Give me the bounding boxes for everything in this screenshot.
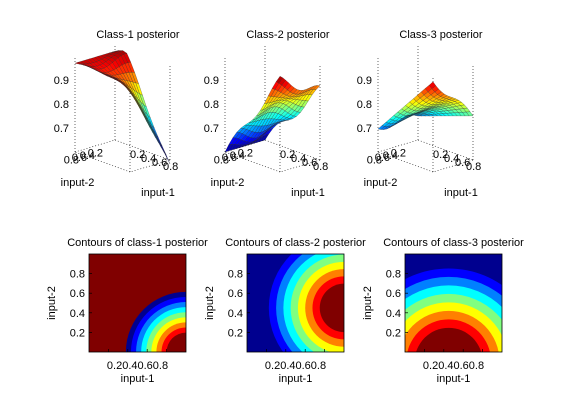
y-tick-label: 0.8 [386,269,401,281]
surface-patch [112,50,119,53]
z-tick-label: 0.7 [54,123,69,135]
x-axis-label: input-1 [437,373,471,385]
y-tick-label: 0.6 [375,152,390,164]
x-tick-label: 0.8 [466,161,481,173]
y-axis-label: input-2 [362,286,374,320]
x-tick-label: 0.6 [302,157,317,169]
box-edge [224,151,281,173]
box-edge [279,159,321,173]
y-tick-label: 0.8 [214,155,229,167]
y-axis-label: input-2 [204,286,216,320]
chart-title: Class-2 posterior [246,29,329,41]
axes-frame [88,253,187,353]
y-tick-label: 0.6 [228,288,243,300]
y-tick-label: 0.4 [80,150,95,162]
x-axis-label: input-1 [291,187,325,199]
x-tick-labels: 0.20.40.60.8 [423,360,484,372]
x-tick-label: 0.2 [433,149,448,161]
x-axis-label: input-1 [444,187,478,199]
chart-title: Contours of class-1 posterior [67,237,208,249]
contour-fill [405,254,502,352]
surface-plot-3: Class-3 posterior0.90.80.70.20.40.60.80.… [357,29,483,199]
axes-frame [246,253,345,353]
x-tick-label: 0.4 [444,153,459,165]
y-tick-label: 0.6 [386,288,401,300]
box-edge [377,151,434,173]
y-tick-label: 0.2 [386,327,401,339]
y-axis-label: input-2 [61,177,95,189]
y-tick-label: 0.2 [391,147,406,159]
z-tick-label: 0.7 [357,123,372,135]
z-tick-label: 0.7 [204,123,219,135]
contour-band [416,327,482,352]
chart-title: Class-1 posterior [96,29,179,41]
y-tick-label: 0.2 [228,327,243,339]
axes-frame [404,253,503,353]
y-tick-label: 0.4 [228,308,243,320]
surface-plot-1: Class-1 posterior0.90.80.70.20.40.60.80.… [54,29,180,199]
y-axis-label: input-2 [211,177,245,189]
x-tick-label: 0.6 [152,157,167,169]
x-axis-label: input-1 [279,373,313,385]
box-edge [114,139,171,161]
x-axis-label: input-1 [141,187,175,199]
y-axis-label: input-2 [364,177,398,189]
z-tick-label: 0.8 [357,99,372,111]
chart-title: Contours of class-3 posterior [383,237,524,249]
y-tick-label: 0.2 [88,147,103,159]
y-tick-label: 0.6 [72,152,87,164]
z-tick-label: 0.9 [54,75,69,87]
surface-plot-2: Class-2 posterior0.90.80.70.20.40.60.80.… [204,29,330,199]
z-tick-label: 0.9 [357,75,372,87]
y-tick-label: 0.8 [64,155,79,167]
y-tick-label: 0.2 [70,327,85,339]
y-tick-label: 0.6 [222,152,237,164]
surface-patch [155,133,163,147]
x-tick-labels: 0.20.40.60.8 [265,360,326,372]
contour-band [166,332,186,352]
contour-fill [247,254,344,352]
chart-title: Contours of class-2 posterior [225,237,366,249]
chart-title: Class-3 posterior [399,29,482,41]
box-edge [74,151,131,173]
contour-fill [89,254,186,352]
z-tick-label: 0.8 [54,99,69,111]
box-edge [264,139,321,161]
box-edge [377,139,419,153]
x-tick-label: 0.2 [280,149,295,161]
box-edge [129,159,171,173]
y-tick-label: 0.2 [238,147,253,159]
surface-patch [415,114,422,117]
x-tick-label: 0.6 [455,157,470,169]
y-tick-label: 0.6 [70,288,85,300]
x-axis-label: input-1 [121,373,155,385]
contour-plot-3: Contours of class-3 posterior0.20.40.60.… [362,237,524,385]
surface-patch [159,141,167,155]
contour-plot-1: Contours of class-1 posterior0.20.40.60.… [46,237,208,385]
y-tick-label: 0.4 [230,150,245,162]
z-tick-label: 0.8 [204,99,219,111]
z-tick-label: 0.9 [204,75,219,87]
x-tick-labels: 0.20.40.60.8 [107,360,168,372]
y-tick-label: 0.8 [367,155,382,167]
contour-band [319,283,344,333]
box-edge [432,159,474,173]
y-axis-label: input-2 [46,286,58,320]
x-tick-label: 0.4 [291,153,306,165]
x-tick-label: 0.8 [163,161,178,173]
y-tick-label: 0.8 [228,269,243,281]
y-tick-label: 0.4 [386,308,401,320]
x-tick-label: 0.8 [313,161,328,173]
box-edge [74,139,116,153]
contour-plot-2: Contours of class-2 posterior0.20.40.60.… [204,237,366,385]
y-tick-label: 0.4 [383,150,398,162]
surface-patch [261,133,270,142]
x-tick-label: 0.2 [130,149,145,161]
x-tick-label: 0.4 [141,153,156,165]
y-tick-label: 0.8 [70,269,85,281]
y-tick-label: 0.4 [70,308,85,320]
box-edge [417,139,474,161]
